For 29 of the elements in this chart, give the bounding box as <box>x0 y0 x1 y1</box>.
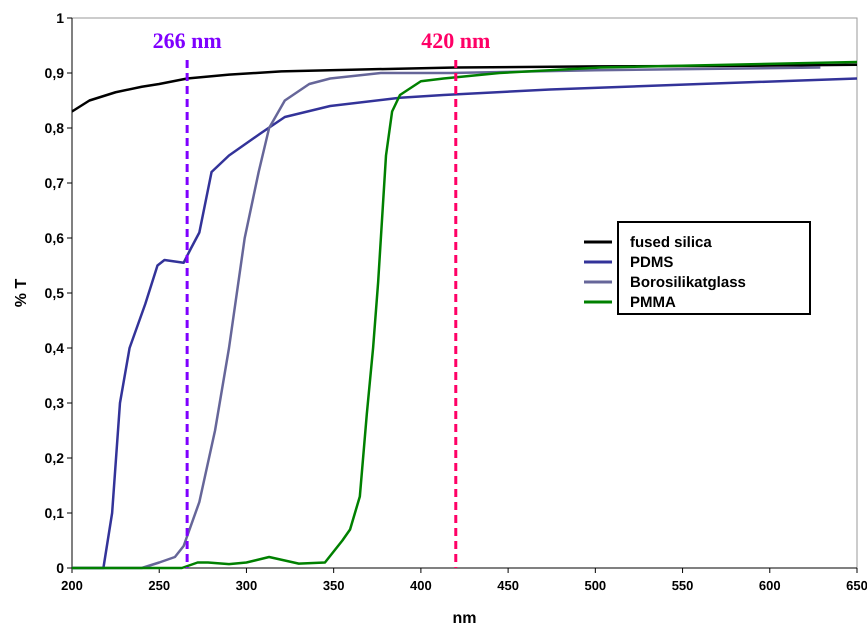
x-tick-label: 500 <box>584 578 606 593</box>
y-tick-label: 0,5 <box>44 285 64 301</box>
ref-line-label: 420 nm <box>421 28 490 53</box>
x-tick-label: 550 <box>672 578 694 593</box>
y-tick-label: 1 <box>56 10 64 26</box>
y-tick-label: 0,7 <box>44 175 64 191</box>
x-tick-label: 250 <box>148 578 170 593</box>
legend-label: Borosilikatglass <box>630 274 746 291</box>
x-tick-label: 650 <box>846 578 867 593</box>
x-axis-title: nm <box>452 610 476 627</box>
y-axis-title: % T <box>13 278 30 308</box>
y-tick-label: 0,2 <box>44 450 64 466</box>
y-tick-label: 0,3 <box>44 395 64 411</box>
x-tick-label: 200 <box>61 578 83 593</box>
y-tick-label: 0 <box>56 560 64 576</box>
y-tick-label: 0,4 <box>44 340 64 356</box>
x-tick-label: 350 <box>322 578 345 593</box>
ref-line-label: 266 nm <box>152 28 222 53</box>
y-tick-label: 0,1 <box>44 505 64 521</box>
x-tick-label: 300 <box>236 578 258 593</box>
legend-label: PMMA <box>630 294 676 311</box>
legend-label: fused silica <box>630 234 712 251</box>
x-tick-label: 450 <box>497 578 519 593</box>
x-tick-label: 400 <box>410 578 432 593</box>
legend-label: PDMS <box>630 254 674 271</box>
y-tick-label: 0,6 <box>44 230 64 246</box>
x-tick-label: 600 <box>758 578 781 593</box>
y-tick-label: 0,9 <box>44 65 64 81</box>
y-tick-label: 0,8 <box>44 120 64 136</box>
